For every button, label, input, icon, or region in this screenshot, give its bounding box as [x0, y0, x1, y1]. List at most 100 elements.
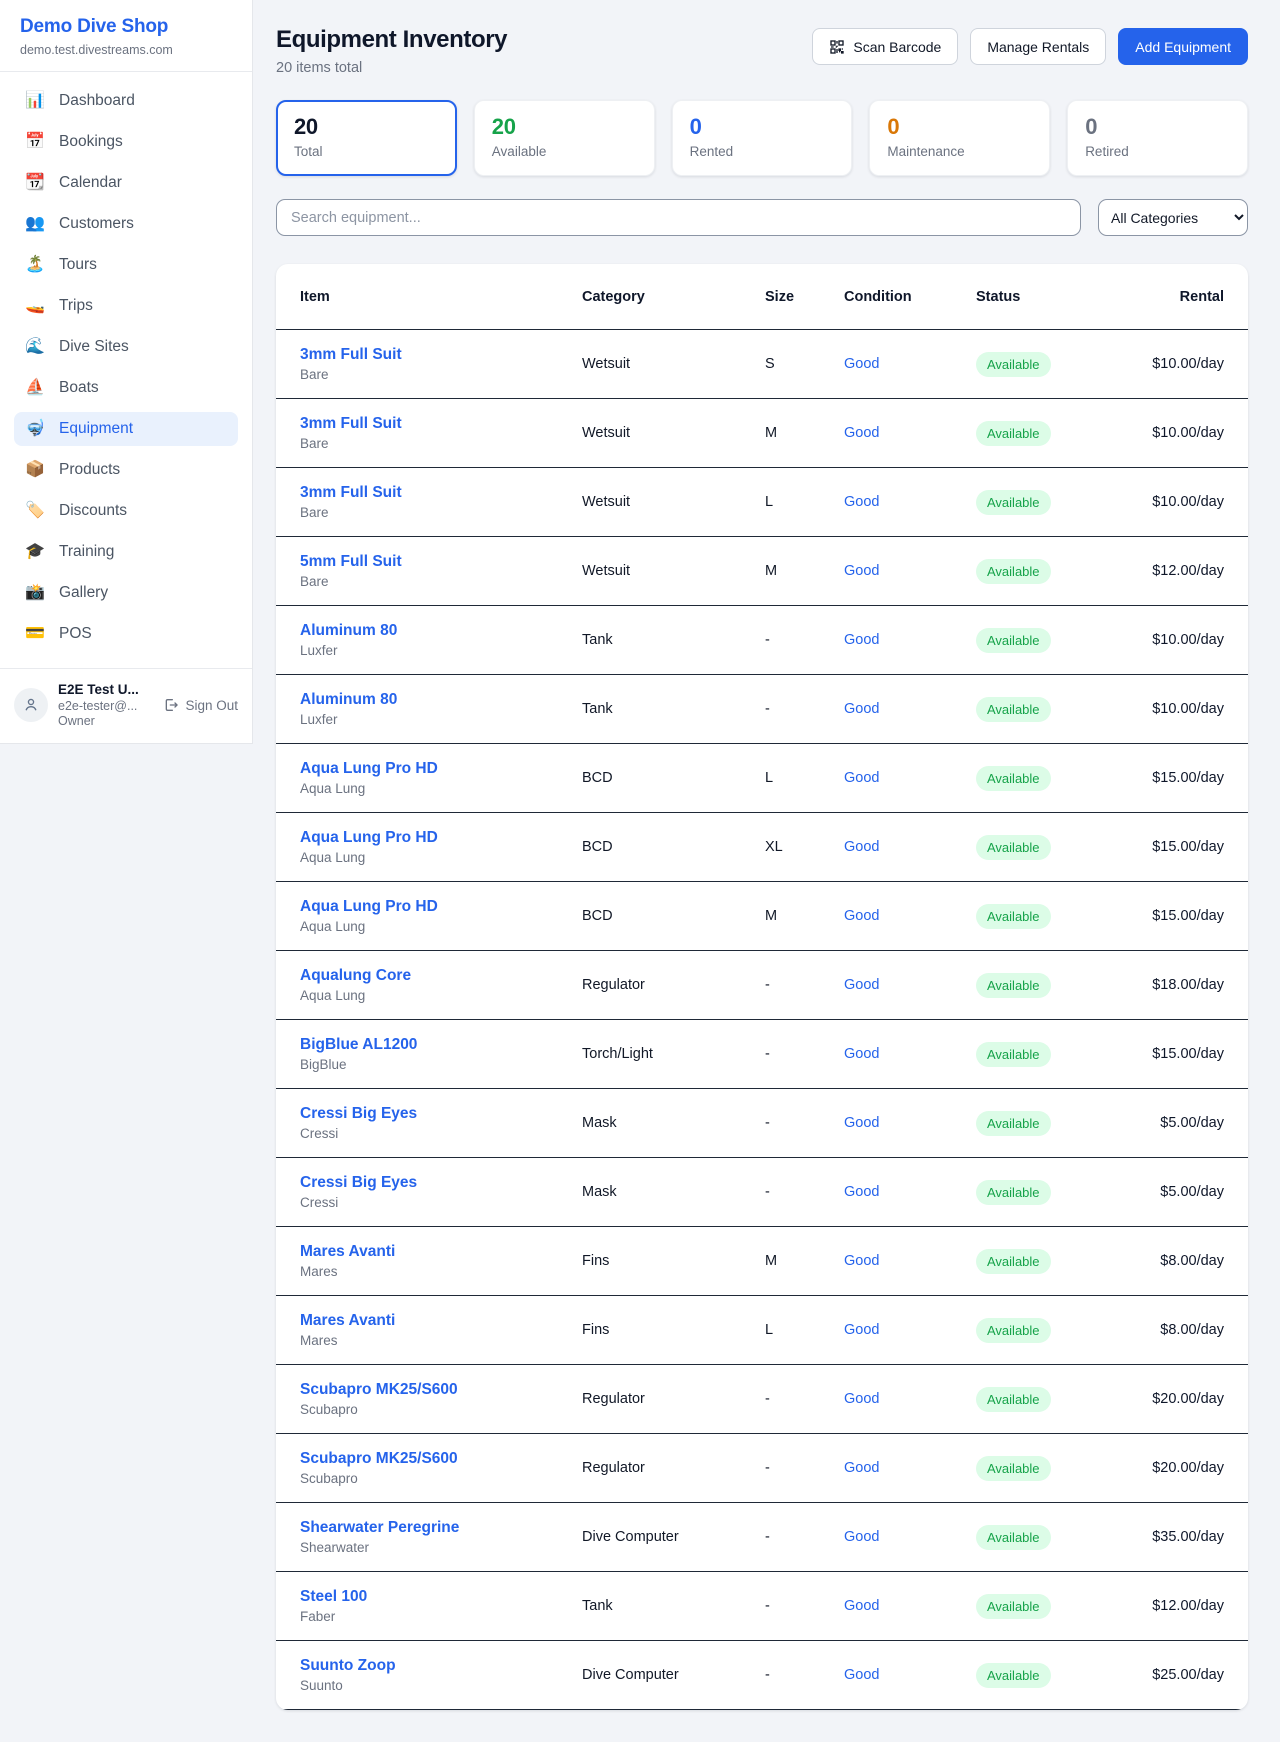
condition-link[interactable]: Good [844, 839, 880, 855]
status-badge: Available [976, 765, 1051, 791]
item-link[interactable]: 3mm Full Suit [300, 415, 402, 432]
table-row-mares-avanti: Mares Avanti Mares Fins M Good Available… [276, 1227, 1248, 1296]
condition-link[interactable]: Good [844, 1598, 880, 1614]
status-badge: Available [976, 1041, 1051, 1067]
item-link[interactable]: Aqua Lung Pro HD [300, 760, 438, 777]
add-equipment-button[interactable]: Add Equipment [1118, 28, 1248, 65]
stats-row: 20 Total 20 Available 0 Rented 0 Mainten… [276, 100, 1248, 176]
brand-title[interactable]: Demo Dive Shop [20, 16, 169, 37]
sidebar-item-gallery[interactable]: 📸 Gallery [14, 576, 238, 610]
search-input[interactable] [276, 199, 1081, 236]
sidebar-item-tours[interactable]: 🏝️ Tours [14, 248, 238, 282]
condition-link[interactable]: Good [844, 1322, 880, 1338]
condition-link[interactable]: Good [844, 356, 880, 372]
status-badge: Available [976, 1248, 1051, 1274]
status-cell: Available [976, 627, 1128, 653]
logout-icon [166, 699, 179, 711]
condition-link[interactable]: Good [844, 701, 880, 717]
stat-card-total[interactable]: 20 Total [276, 100, 457, 176]
category-cell: Tank [582, 1598, 613, 1614]
item-cell: Scubapro MK25/S600 Scubapro [300, 1450, 582, 1486]
stat-card-maintenance[interactable]: 0 Maintenance [869, 100, 1051, 176]
condition-link[interactable]: Good [844, 1667, 880, 1683]
stat-value: 0 [887, 114, 900, 139]
sidebar-item-discounts[interactable]: 🏷️ Discounts [14, 494, 238, 528]
sidebar-item-equipment[interactable]: 🤿 Equipment [14, 412, 238, 446]
sign-out-button[interactable]: Sign Out [163, 697, 238, 713]
item-cell: 3mm Full Suit Bare [300, 415, 582, 451]
nav-icon: 🤿 [25, 420, 45, 437]
condition-link[interactable]: Good [844, 494, 880, 510]
condition-link[interactable]: Good [844, 425, 880, 441]
sidebar-item-pos[interactable]: 💳 POS [14, 617, 238, 651]
item-link[interactable]: Mares Avanti [300, 1243, 396, 1260]
condition-link[interactable]: Good [844, 632, 880, 648]
status-cell: Available [976, 834, 1128, 860]
item-cell: Mares Avanti Mares [300, 1243, 582, 1279]
condition-link[interactable]: Good [844, 1529, 880, 1545]
status-badge: Available [976, 1386, 1051, 1412]
item-cell: Mares Avanti Mares [300, 1312, 582, 1348]
condition-link[interactable]: Good [844, 977, 880, 993]
sidebar-item-dive-sites[interactable]: 🌊 Dive Sites [14, 330, 238, 364]
condition-link[interactable]: Good [844, 1184, 880, 1200]
item-link[interactable]: Cressi Big Eyes [300, 1105, 418, 1122]
item-link[interactable]: Aqua Lung Pro HD [300, 829, 438, 846]
sidebar-item-products[interactable]: 📦 Products [14, 453, 238, 487]
item-brand: Shearwater [300, 1540, 370, 1555]
category-cell: BCD [582, 908, 613, 924]
table-row-aqualung-core: Aqualung Core Aqua Lung Regulator - Good… [276, 951, 1248, 1020]
rental-cell: $10.00/day [1152, 632, 1224, 648]
manage-rentals-button[interactable]: Manage Rentals [970, 28, 1107, 65]
sidebar-item-customers[interactable]: 👥 Customers [14, 207, 238, 241]
rental-cell: $8.00/day [1160, 1322, 1224, 1338]
stat-card-retired[interactable]: 0 Retired [1067, 100, 1248, 176]
item-link[interactable]: Mares Avanti [300, 1312, 396, 1329]
condition-link[interactable]: Good [844, 908, 880, 924]
condition-link[interactable]: Good [844, 1391, 880, 1407]
item-link[interactable]: Scubapro MK25/S600 [300, 1450, 458, 1467]
sidebar-item-bookings[interactable]: 📅 Bookings [14, 125, 238, 159]
sidebar-item-dashboard[interactable]: 📊 Dashboard [14, 84, 238, 118]
table-row-suunto-zoop: Suunto Zoop Suunto Dive Computer - Good … [276, 1641, 1248, 1710]
stat-card-available[interactable]: 20 Available [473, 100, 655, 176]
item-link[interactable]: Aluminum 80 [300, 691, 398, 708]
category-cell: Tank [582, 701, 613, 717]
scan-barcode-button[interactable]: Scan Barcode [812, 28, 959, 65]
size-cell: L [765, 770, 774, 786]
item-link[interactable]: Suunto Zoop [300, 1657, 396, 1674]
item-link[interactable]: Shearwater Peregrine [300, 1519, 460, 1536]
item-cell: Cressi Big Eyes Cressi [300, 1174, 582, 1210]
sidebar-item-label: Calendar [59, 174, 122, 191]
item-cell: 3mm Full Suit Bare [300, 484, 582, 520]
item-link[interactable]: BigBlue AL1200 [300, 1036, 418, 1053]
rental-cell: $20.00/day [1152, 1460, 1224, 1476]
status-cell: Available [976, 351, 1128, 377]
size-cell: - [765, 1598, 770, 1614]
category-select[interactable]: All Categories [1098, 199, 1248, 236]
stat-card-rented[interactable]: 0 Rented [671, 100, 853, 176]
category-cell: Fins [582, 1253, 610, 1269]
item-link[interactable]: Aqua Lung Pro HD [300, 898, 438, 915]
condition-link[interactable]: Good [844, 1115, 880, 1131]
condition-link[interactable]: Good [844, 1253, 880, 1269]
condition-link[interactable]: Good [844, 1046, 880, 1062]
item-link[interactable]: 5mm Full Suit [300, 553, 402, 570]
status-badge: Available [976, 1662, 1051, 1688]
nav-icon: 📦 [25, 461, 45, 478]
condition-link[interactable]: Good [844, 770, 880, 786]
item-link[interactable]: Scubapro MK25/S600 [300, 1381, 458, 1398]
item-link[interactable]: Aqualung Core [300, 967, 412, 984]
condition-link[interactable]: Good [844, 1460, 880, 1476]
item-link[interactable]: 3mm Full Suit [300, 346, 402, 363]
sidebar-item-boats[interactable]: ⛵ Boats [14, 371, 238, 405]
sidebar-item-calendar[interactable]: 📆 Calendar [14, 166, 238, 200]
item-link[interactable]: Cressi Big Eyes [300, 1174, 418, 1191]
sidebar-item-trips[interactable]: 🚤 Trips [14, 289, 238, 323]
item-link[interactable]: Aluminum 80 [300, 622, 398, 639]
item-brand: Bare [300, 436, 329, 451]
item-link[interactable]: 3mm Full Suit [300, 484, 402, 501]
item-link[interactable]: Steel 100 [300, 1588, 368, 1605]
condition-link[interactable]: Good [844, 563, 880, 579]
sidebar-item-training[interactable]: 🎓 Training [14, 535, 238, 569]
